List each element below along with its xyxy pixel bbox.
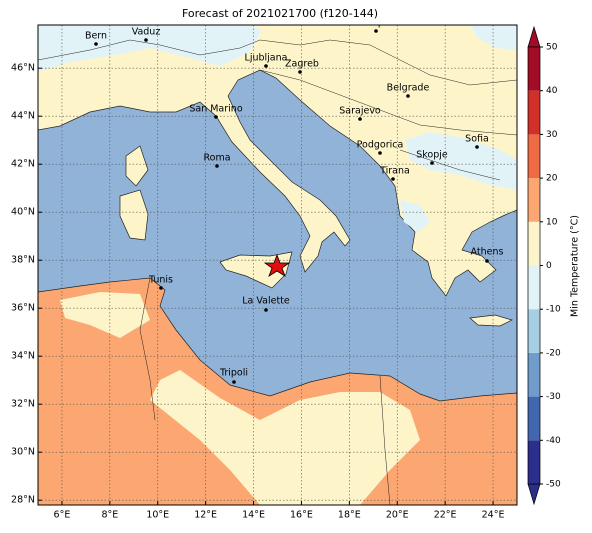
city-dot [475, 145, 479, 149]
x-tick-label: 6°E [54, 510, 71, 521]
city-dot [144, 38, 148, 42]
city-dot [358, 117, 362, 121]
city-label: La Valette [242, 296, 290, 307]
city-label: Bern [85, 31, 107, 42]
city-dot [298, 70, 302, 74]
cold-zone-alps [38, 25, 262, 72]
colorbar: -50 -40 -30 -20 -10 0 10 20 30 40 50 [527, 25, 561, 506]
city-label: Podgorica [357, 140, 404, 151]
city-dot [264, 308, 268, 312]
cold-zone-balkans [405, 132, 517, 190]
cold-zone-dinaric [400, 200, 430, 232]
y-tick-label: 36°N [11, 303, 35, 314]
x-tick-label: 24°E [482, 510, 505, 521]
city-label: Ljubljana [245, 53, 288, 64]
city-label: Tirana [379, 166, 410, 177]
warm-zone-libya [150, 370, 420, 505]
colorbar-band [528, 134, 540, 179]
colorbar-tick-label: 20 [546, 174, 558, 184]
map-frame [37, 24, 518, 506]
map-area: Bern Vaduz Budapest Ljubljana Zagreb Bel… [38, 18, 517, 505]
city-dot [378, 151, 382, 155]
x-tick-label: 16°E [290, 510, 313, 521]
y-tick-label: 40°N [11, 207, 35, 218]
sardinia [119, 189, 149, 241]
forecast-location-star [263, 253, 291, 277]
y-tick-label: 44°N [11, 111, 35, 122]
cold-zone-east [470, 25, 517, 50]
colorbar-band [528, 90, 540, 135]
colorbar-band [528, 352, 540, 397]
chart-title: Forecast of 2021021700 (f120-144) [182, 7, 378, 20]
y-tick-label: 34°N [11, 351, 35, 362]
sicily [219, 251, 293, 289]
x-tick-label: 20°E [386, 510, 409, 521]
colorbar-tick-label: -50 [546, 480, 561, 490]
colorbar-band [528, 47, 540, 91]
city-dot [391, 177, 395, 181]
city-label: Sofia [465, 134, 489, 145]
y-tick-label: 32°N [11, 399, 35, 410]
x-tick-label: 22°E [434, 510, 457, 521]
city-label: San Marino [189, 104, 242, 115]
city-label: Sarajevo [339, 106, 381, 117]
city-dot [374, 29, 378, 33]
colorbar-band [528, 440, 540, 484]
city-label: Vaduz [132, 27, 161, 38]
colorbar-extend-low [527, 483, 541, 506]
y-tick-label: 30°N [11, 447, 35, 458]
city-dot [406, 94, 410, 98]
y-tick-label: 28°N [11, 495, 35, 506]
colorbar-tick-label: 40 [546, 86, 558, 96]
colorbar-band [528, 265, 540, 310]
x-tick-label: 10°E [146, 510, 169, 521]
x-tick-label: 14°E [242, 510, 265, 521]
colorbar-tick-label: -20 [546, 348, 561, 358]
warm-zone-tunisia [60, 292, 150, 338]
x-tick-label: 8°E [101, 510, 118, 521]
city-dot [485, 259, 489, 263]
city-dot [214, 115, 218, 119]
graticule [38, 25, 517, 505]
colorbar-band [528, 396, 540, 441]
y-tick-label: 42°N [11, 159, 35, 170]
city-label: Budapest [354, 18, 399, 29]
city-dot [264, 64, 268, 68]
city-dot [430, 161, 434, 165]
city-label: Tripoli [219, 368, 248, 379]
colorbar-tick-label: 30 [546, 130, 558, 140]
city-label: Tunis [148, 275, 173, 286]
y-tick-label: 46°N [11, 63, 35, 74]
colorbar-band [528, 309, 540, 353]
city-label: Zagreb [285, 59, 319, 70]
city-label: Belgrade [387, 83, 430, 94]
city-dot [215, 164, 219, 168]
colorbar-tick-label: -30 [546, 392, 561, 402]
colorbar-band [528, 178, 540, 222]
colorbar-band [528, 221, 540, 266]
colorbar-tick-label: -40 [546, 436, 561, 446]
city-dot [159, 286, 163, 290]
colorbar-tick-label: 10 [546, 217, 558, 227]
cities: Bern Vaduz Budapest Ljubljana Zagreb Bel… [85, 18, 504, 384]
x-tick-label: 12°E [194, 510, 217, 521]
crete [469, 314, 513, 327]
axes: 6°E 8°E 10°E 12°E 14°E 16°E 18°E 20°E 22°E 24°E 28… [11, 63, 504, 521]
city-label: Roma [203, 153, 230, 164]
colorbar-tick-label: 0 [546, 261, 552, 271]
city-dot [94, 42, 98, 46]
x-tick-label: 18°E [338, 510, 361, 521]
city-dot [232, 380, 236, 384]
corsica [125, 145, 149, 187]
colorbar-extend-high [527, 25, 541, 48]
city-label: Athens [471, 247, 504, 258]
city-label: Skopje [416, 150, 448, 161]
colorbar-tick-label: -10 [546, 305, 561, 315]
y-tick-label: 38°N [11, 255, 35, 266]
colorbar-tick-label: 50 [546, 43, 558, 53]
colorbar-label: Min Temperature (°C) [570, 215, 581, 317]
